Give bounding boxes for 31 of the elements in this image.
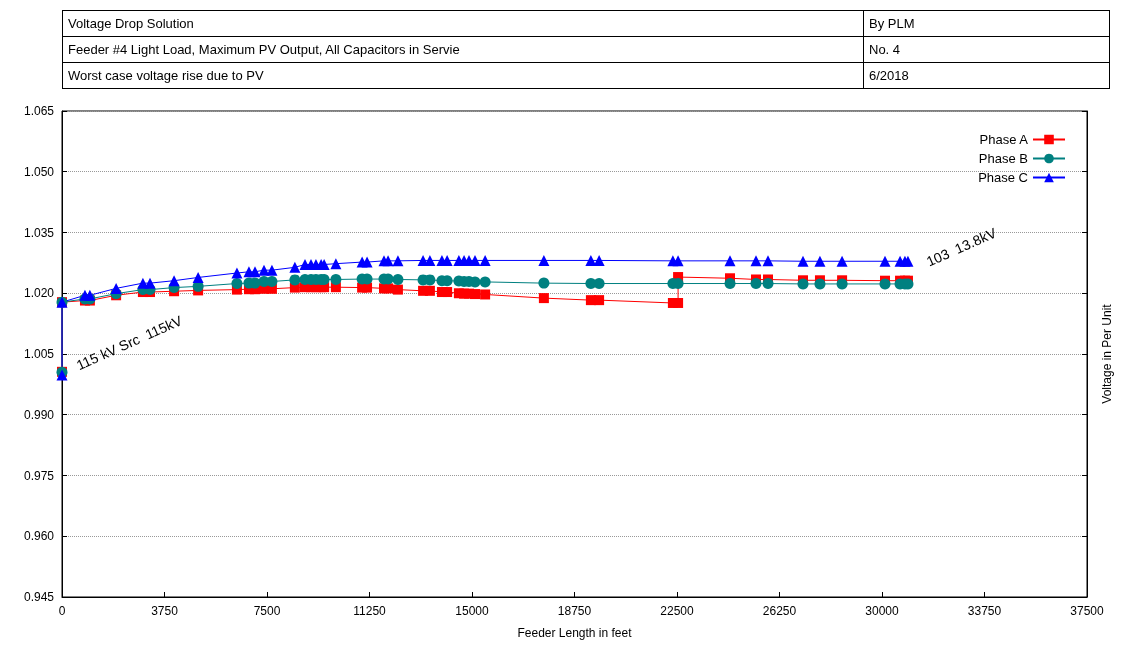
x-tick-label: 18750 <box>557 604 592 618</box>
x-tick-label: 7500 <box>253 604 281 618</box>
x-tick-label: 22500 <box>660 604 695 618</box>
x-tick-label: 0 <box>58 604 66 618</box>
y-tick-label: 1.020 <box>23 286 55 301</box>
y-tick-label: 0.960 <box>23 529 55 544</box>
text: Feeder #4 Light Load, Maximum PV Output, All Capacitors in Servie <box>62 36 864 63</box>
x-tick-label: 30000 <box>865 604 900 618</box>
x-axis-title: Feeder Length in feet <box>517 626 633 640</box>
y-tick-label: 1.035 <box>23 225 55 240</box>
x-tick-label: 15000 <box>455 604 490 618</box>
legend-label: Phase B <box>978 151 1028 166</box>
x-tick-label: 37500 <box>1070 604 1105 618</box>
y-tick-label: 1.065 <box>23 104 55 118</box>
text: Worst case voltage rise due to PV <box>62 62 864 89</box>
text: 6/2018 <box>863 62 1110 89</box>
legend-label: Phase C <box>978 170 1028 185</box>
x-tick-label: 11250 <box>353 604 387 618</box>
legend-label: Phase A <box>979 132 1029 147</box>
y-tick-label: 0.945 <box>23 590 55 604</box>
y-axis-title: Voltage in Per Unit <box>1100 303 1114 404</box>
x-tick-label: 26250 <box>762 604 797 618</box>
text: No. 4 <box>863 36 1110 63</box>
x-tick-label: 3750 <box>151 604 179 618</box>
x-tick-label: 33750 <box>967 604 1002 618</box>
y-tick-label: 0.990 <box>23 407 55 422</box>
text: By PLM <box>863 10 1110 37</box>
text: Voltage Drop Solution <box>62 10 864 37</box>
y-tick-label: 1.050 <box>23 164 55 179</box>
y-tick-label: 0.975 <box>23 468 55 483</box>
y-tick-label: 1.005 <box>23 347 55 361</box>
